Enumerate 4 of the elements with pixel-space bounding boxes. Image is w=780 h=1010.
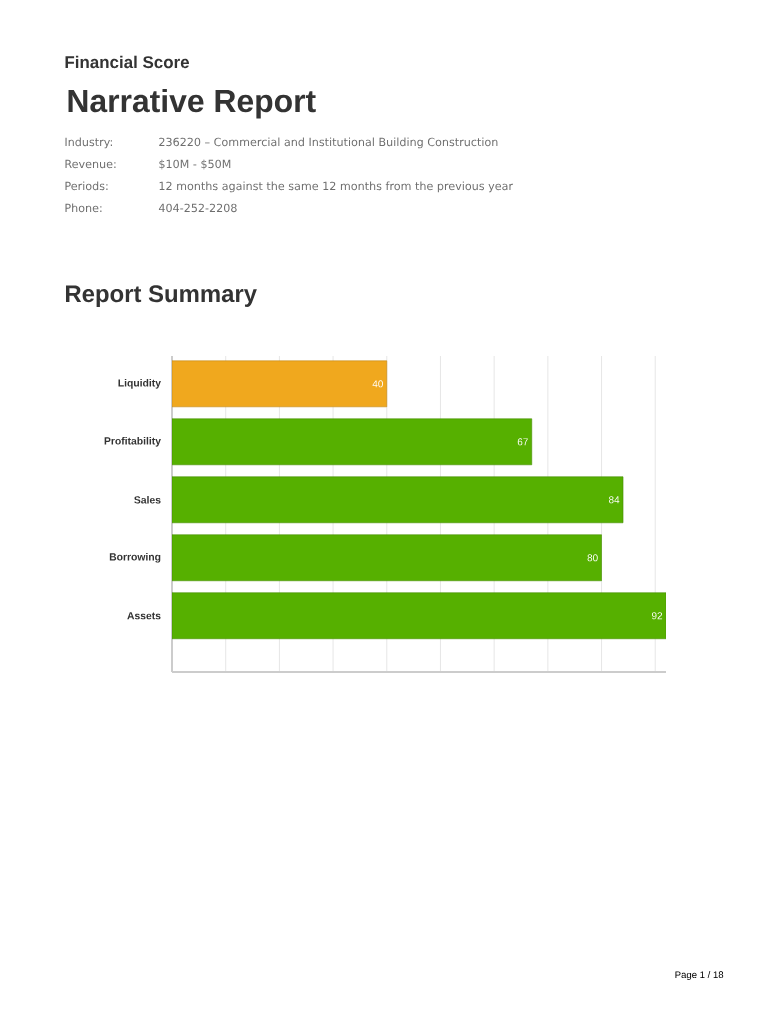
- bar: [172, 592, 666, 640]
- chart-title: Report Summary: [65, 285, 257, 307]
- text: Narrative Report: [68, 88, 316, 119]
- text: Financial Score: [65, 55, 189, 69]
